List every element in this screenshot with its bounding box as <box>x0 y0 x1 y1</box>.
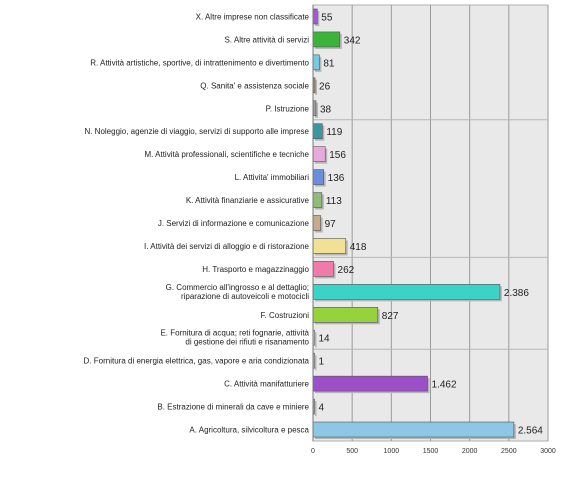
bar-shadow <box>315 355 317 371</box>
category-label: J. Servizi di informazione e comunicazio… <box>158 219 310 228</box>
category-label: S. Altre attività di servizi <box>225 35 310 44</box>
value-label: 2.564 <box>518 426 543 437</box>
bar <box>312 192 323 208</box>
bar <box>312 421 515 438</box>
value-label: 81 <box>323 58 335 69</box>
bar-shadow <box>315 401 317 417</box>
value-label: 262 <box>338 265 355 276</box>
x-tick-label: 1000 <box>384 448 400 455</box>
x-tick-label: 1500 <box>423 448 439 455</box>
category-labels: X. Altre imprese non classificate S. Altr… <box>84 12 310 434</box>
bar <box>312 54 320 71</box>
bar <box>312 146 326 162</box>
value-label: 156 <box>329 150 346 161</box>
bar <box>312 123 323 140</box>
x-axis-ticks: 0 500 1000 1500 2000 2500 3000 <box>311 448 556 455</box>
category-label: H. Trasporto e magazzinaggio <box>202 265 309 274</box>
category-label: N. Noleggio, agenzie di viaggio, servizi… <box>84 127 309 136</box>
value-label: 14 <box>319 334 331 345</box>
bar <box>312 169 324 185</box>
category-label: A. Agricoltura, silvicoltura e pesca <box>189 426 309 435</box>
value-label: 26 <box>319 81 331 92</box>
category-label: E. Fornitura di acqua; reti fognarie, at… <box>160 329 309 347</box>
category-label: L. Attivita' immobiliari <box>235 173 310 182</box>
category-label-line: riparazione di autoveicoli e motocicli <box>181 292 309 301</box>
category-label-line: E. Fornitura di acqua; reti fognarie, at… <box>160 329 309 338</box>
value-label: 4 <box>319 403 325 414</box>
category-label: Q. Sanita' e assistenza sociale <box>200 81 309 90</box>
bar-shadow <box>315 102 318 118</box>
category-label-line: di gestione dei rifiuti e risanamento <box>185 338 309 347</box>
bar-shadow <box>315 79 318 95</box>
value-label: 827 <box>382 311 399 322</box>
category-label-line: G. Commercio all'ingrosso e al dettaglio… <box>166 283 309 292</box>
value-label: 1.462 <box>432 380 457 391</box>
x-tick-label: 500 <box>346 448 358 455</box>
value-label: 418 <box>350 242 367 253</box>
category-label: K. Attività finanziarie e assicurative <box>186 196 310 205</box>
value-label: 136 <box>328 173 345 184</box>
bar <box>312 261 334 277</box>
bars <box>312 8 516 440</box>
bar <box>312 238 347 254</box>
x-tick-label: 2500 <box>501 448 517 455</box>
value-label: 55 <box>321 12 333 23</box>
value-label: 2.386 <box>504 288 529 299</box>
bar <box>312 306 379 323</box>
value-label: 1 <box>319 357 325 368</box>
category-label: D. Fornitura di energia elettrica, gas, … <box>84 357 310 366</box>
category-label: P. Istruzione <box>266 104 310 113</box>
x-tick-label: 3000 <box>540 448 556 455</box>
value-labels: 55 342 81 26 38 119 156 136 113 97 418 262 2.386 827 1… <box>319 12 544 436</box>
bar <box>312 215 321 231</box>
x-tick-label: 0 <box>311 448 315 455</box>
value-label: 38 <box>320 104 332 115</box>
category-label: R. Attività artistiche, sportive, di int… <box>90 58 309 67</box>
bar-shadow <box>315 332 317 348</box>
category-label: B. Estrazione di minerali da cave e mini… <box>157 403 309 412</box>
category-label: X. Altre imprese non classificate <box>196 12 310 21</box>
bar <box>312 284 501 300</box>
value-label: 342 <box>344 35 361 46</box>
category-label: C. Attività manifatturiere <box>224 380 309 389</box>
bar <box>312 8 318 25</box>
category-label: F. Costruzioni <box>261 311 310 320</box>
category-label: M. Attività professionali, scientifiche … <box>144 150 309 159</box>
value-label: 119 <box>326 127 342 138</box>
value-label: 97 <box>325 219 337 230</box>
category-label: I. Attività dei servizi di alloggio e di… <box>144 242 310 251</box>
value-label: 113 <box>326 196 342 207</box>
category-label: G. Commercio all'ingrosso e al dettaglio… <box>166 283 310 301</box>
bar <box>312 31 341 48</box>
gridlines <box>313 5 549 441</box>
bar <box>312 375 428 392</box>
x-tick-label: 2000 <box>462 448 478 455</box>
